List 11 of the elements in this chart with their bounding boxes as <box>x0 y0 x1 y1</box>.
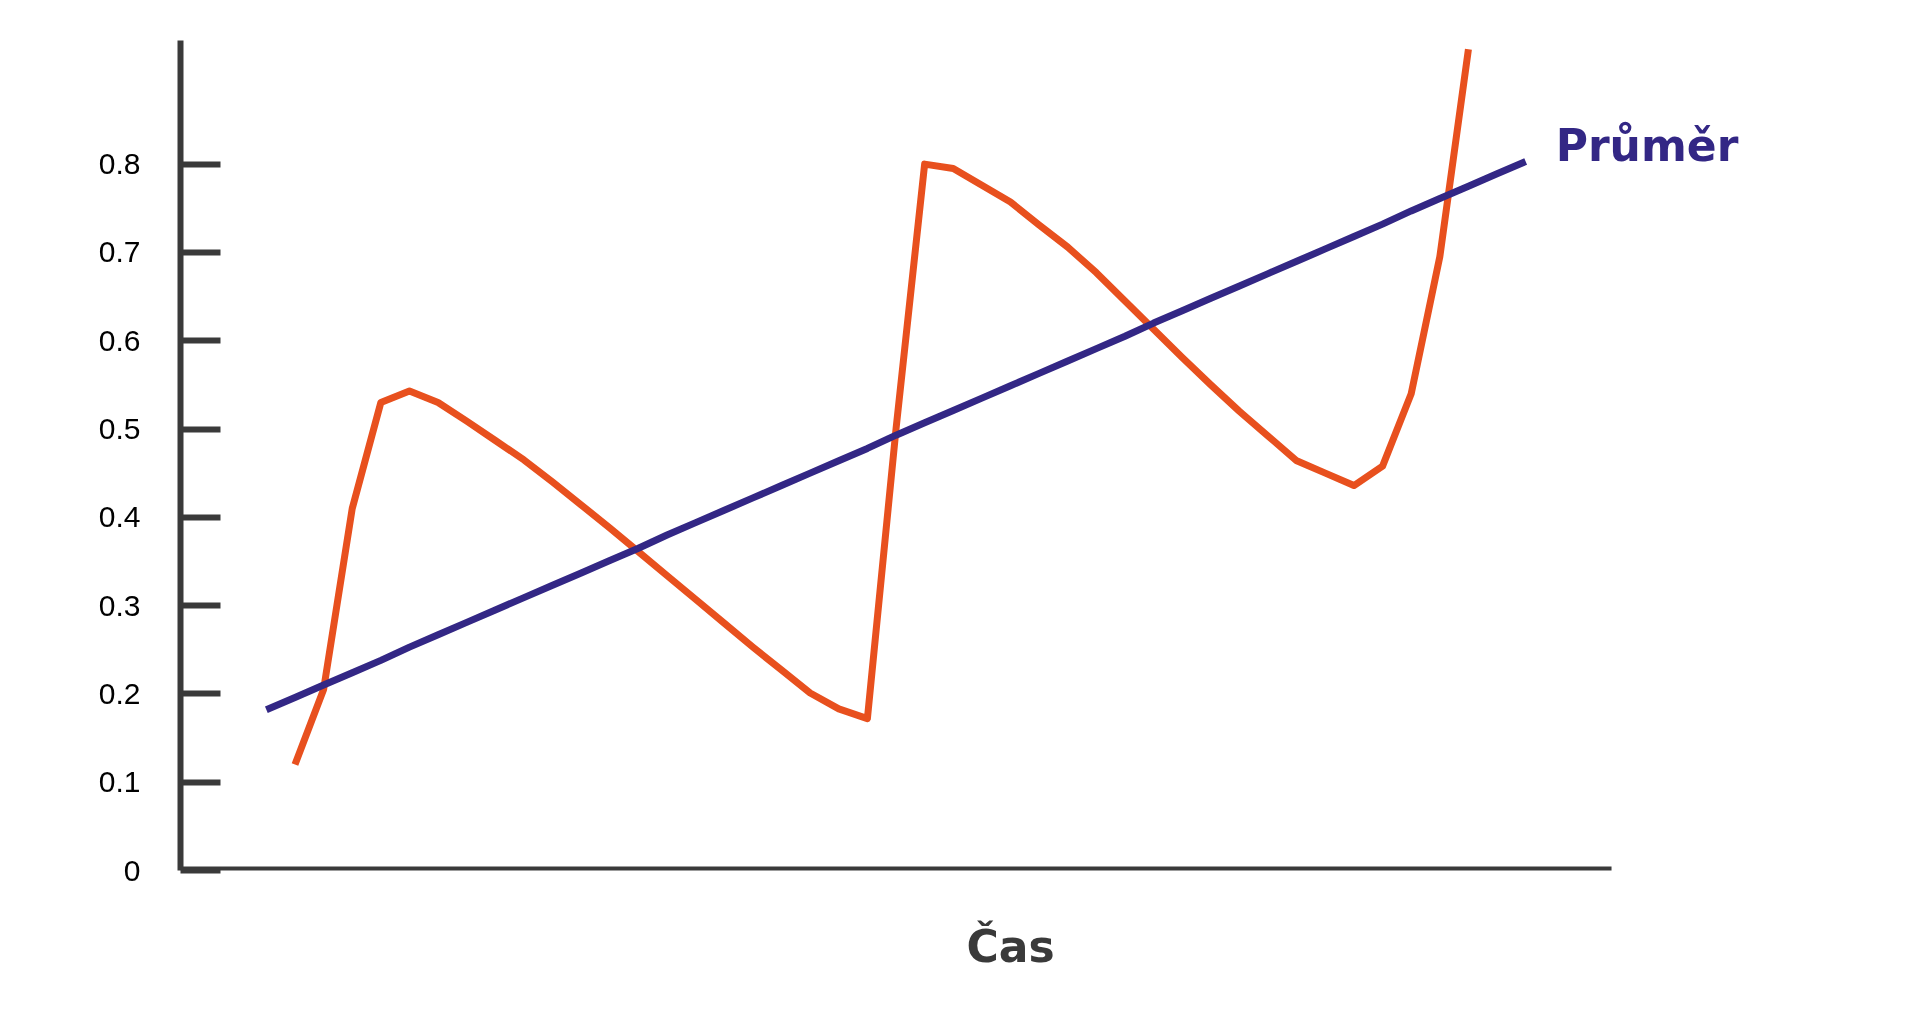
y-tick-label: 0.4 <box>98 500 141 534</box>
x-axis-title: Čas <box>966 919 1055 972</box>
y-tick-label: 0.8 <box>98 147 141 181</box>
series-label: Průměr <box>1555 120 1739 172</box>
y-tick-label: 0 <box>123 853 141 887</box>
y-tick-label: 0.1 <box>98 765 141 799</box>
y-tick-label: 0.6 <box>98 323 141 357</box>
y-tick-label: 0.3 <box>98 588 141 622</box>
y-tick-label: 0.2 <box>98 676 141 710</box>
y-tick-label: 0.5 <box>98 412 141 446</box>
y-tick-label: 0.7 <box>98 235 141 269</box>
